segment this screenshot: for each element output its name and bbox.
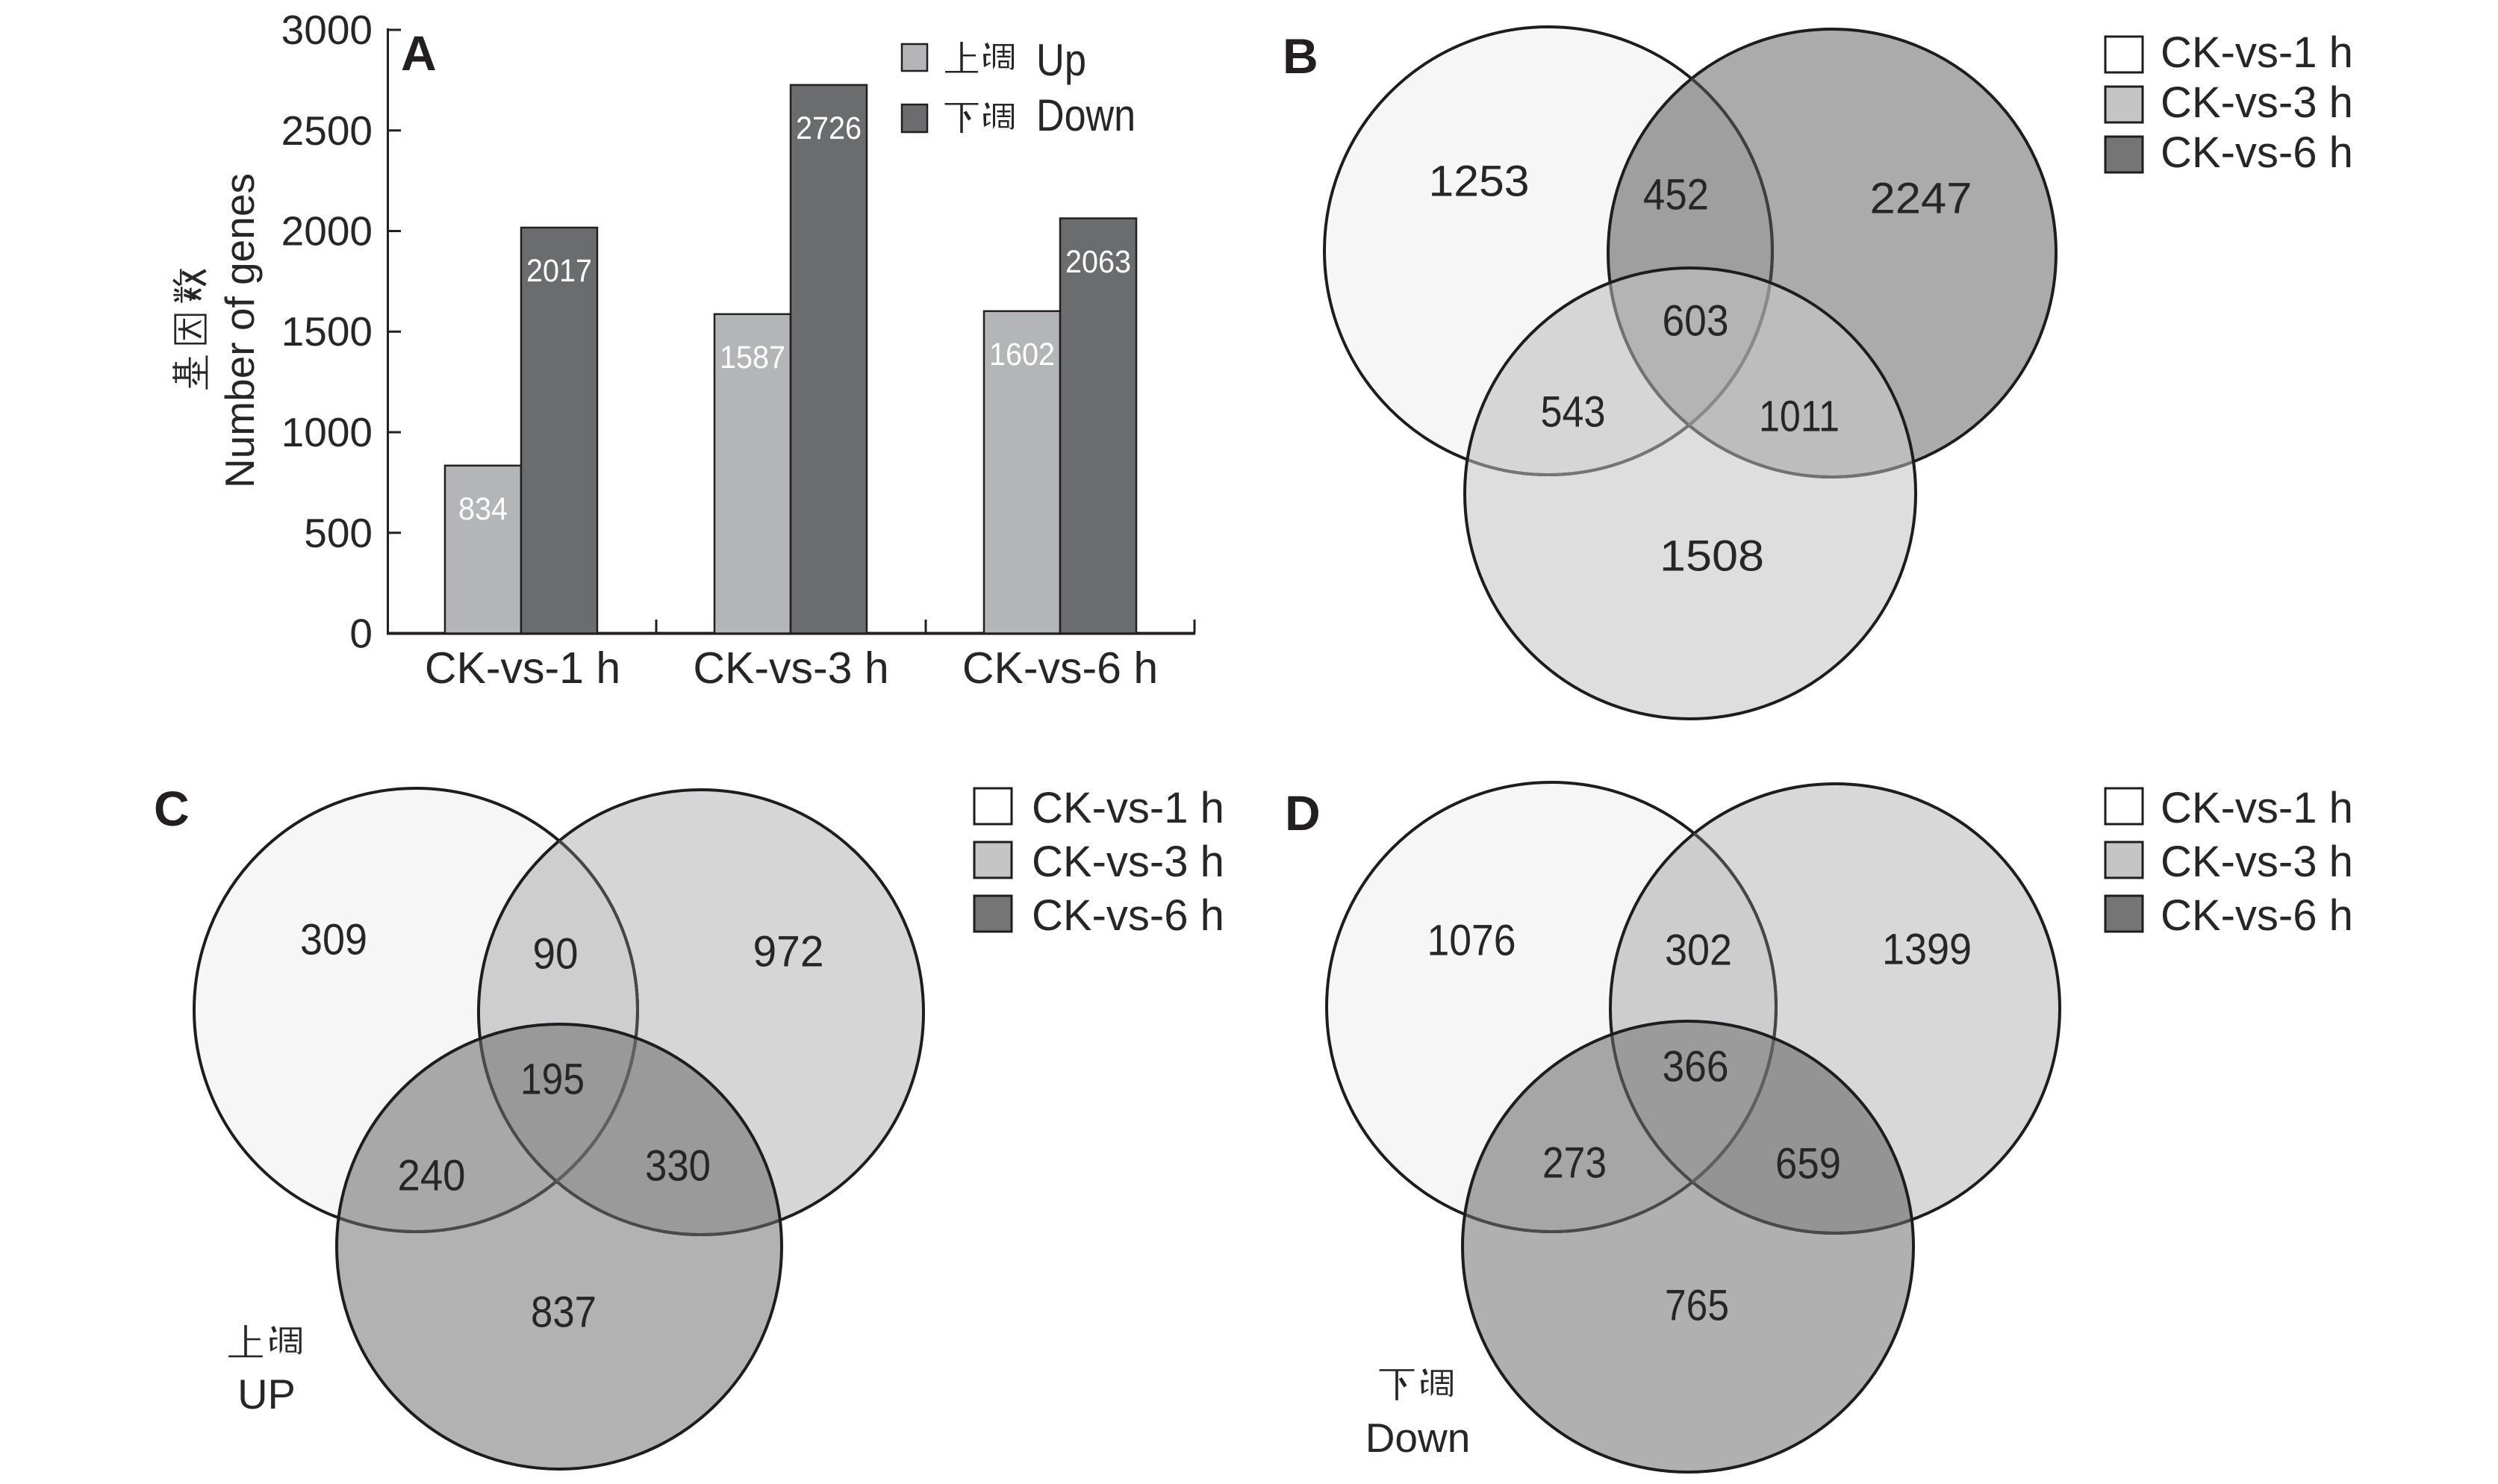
svg-text:CK-vs-1 h: CK-vs-1 h: [2161, 28, 2353, 77]
svg-text:366: 366: [1663, 1043, 1729, 1091]
svg-text:2726: 2726: [796, 110, 862, 146]
svg-text:1000: 1000: [281, 409, 373, 455]
svg-text:1253: 1253: [1429, 158, 1530, 206]
svg-text:CK-vs-3 h: CK-vs-3 h: [1032, 838, 1224, 886]
svg-text:1602: 1602: [989, 337, 1055, 372]
svg-text:CK-vs-6 h: CK-vs-6 h: [962, 643, 1158, 693]
svg-text:1587: 1587: [720, 340, 785, 375]
svg-text:195: 195: [520, 1056, 585, 1104]
svg-text:1508: 1508: [1660, 532, 1764, 581]
svg-text:1076: 1076: [1427, 917, 1516, 965]
svg-text:Down: Down: [1365, 1415, 1471, 1461]
svg-text:CK-vs-1 h: CK-vs-1 h: [2161, 784, 2353, 832]
svg-text:1399: 1399: [1882, 926, 1972, 974]
svg-text:659: 659: [1775, 1140, 1841, 1188]
svg-text:CK-vs-3 h: CK-vs-3 h: [2161, 838, 2353, 886]
svg-text:CK-vs-6 h: CK-vs-6 h: [2161, 891, 2353, 940]
svg-text:1011: 1011: [1759, 393, 1840, 441]
svg-text:2063: 2063: [1065, 244, 1131, 280]
svg-text:972: 972: [753, 928, 824, 976]
svg-text:CK-vs-1 h: CK-vs-1 h: [1032, 784, 1224, 832]
svg-text:240: 240: [398, 1152, 466, 1200]
svg-text:Down: Down: [1036, 90, 1136, 140]
svg-text:CK-vs-1 h: CK-vs-1 h: [425, 643, 620, 693]
svg-text:1500: 1500: [281, 308, 373, 355]
svg-text:UP: UP: [237, 1371, 296, 1418]
svg-text:90: 90: [533, 930, 579, 979]
svg-text:CK-vs-3 h: CK-vs-3 h: [693, 643, 888, 693]
svg-text:D: D: [1285, 785, 1321, 841]
svg-text:603: 603: [1663, 297, 1729, 346]
svg-text:500: 500: [304, 510, 373, 556]
svg-text:2000: 2000: [281, 208, 373, 255]
svg-text:Number of genes: Number of genes: [217, 173, 263, 488]
svg-text:309: 309: [300, 916, 367, 964]
svg-text:2500: 2500: [281, 107, 373, 154]
svg-text:765: 765: [1665, 1282, 1729, 1330]
svg-text:CK-vs-6 h: CK-vs-6 h: [1032, 891, 1224, 940]
svg-text:330: 330: [645, 1142, 711, 1191]
svg-text:3000: 3000: [281, 7, 373, 53]
svg-text:543: 543: [1541, 388, 1606, 437]
svg-text:837: 837: [531, 1288, 597, 1337]
svg-text:834: 834: [458, 491, 508, 527]
svg-text:2247: 2247: [1870, 175, 1972, 223]
svg-text:452: 452: [1643, 171, 1709, 219]
svg-text:Up: Up: [1036, 35, 1086, 85]
svg-text:0: 0: [349, 611, 373, 657]
svg-text:CK-vs-6 h: CK-vs-6 h: [2161, 128, 2353, 177]
svg-text:CK-vs-3 h: CK-vs-3 h: [2161, 78, 2353, 127]
svg-text:302: 302: [1665, 926, 1732, 975]
svg-text:A: A: [401, 25, 437, 81]
svg-text:B: B: [1283, 28, 1318, 84]
svg-text:C: C: [154, 781, 190, 836]
svg-text:2017: 2017: [526, 253, 592, 289]
svg-text:273: 273: [1542, 1139, 1607, 1188]
